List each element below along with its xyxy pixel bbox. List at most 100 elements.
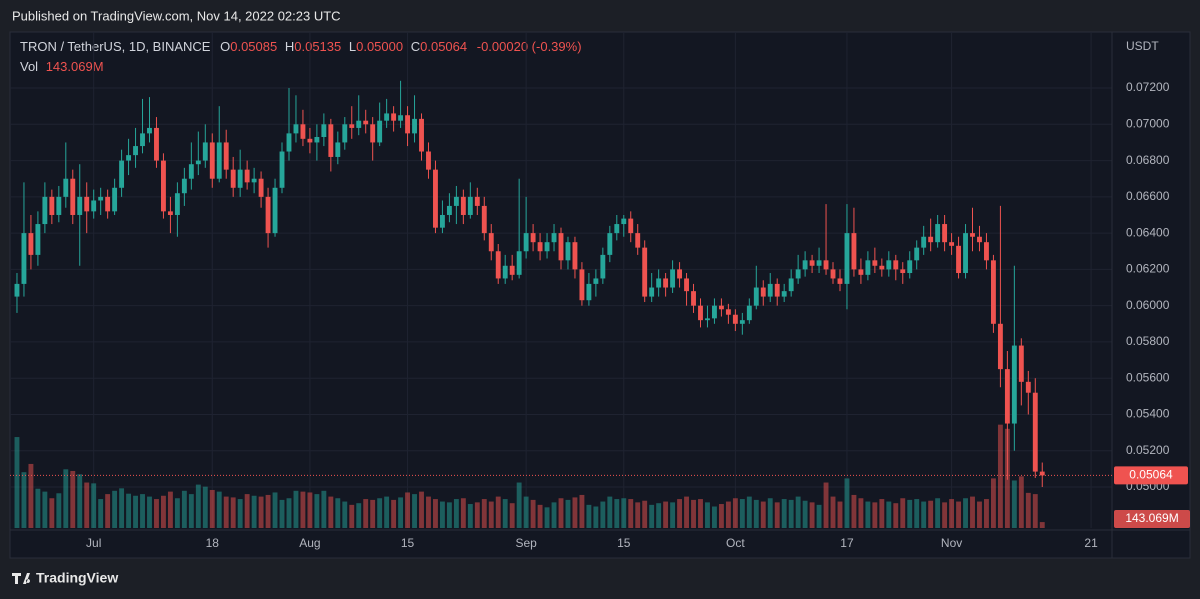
volume-bar: [1032, 494, 1038, 528]
volume-bar: [21, 472, 27, 528]
candle-body: [154, 127, 159, 161]
candle-body: [133, 146, 138, 156]
volume-bar: [377, 498, 383, 528]
candle-body: [363, 120, 369, 125]
y-tick-label: 0.05200: [1126, 443, 1170, 457]
candle-body: [530, 233, 536, 243]
volume-legend: Vol 143.069M: [20, 59, 104, 74]
candle-body: [984, 242, 989, 261]
candle-body: [161, 160, 166, 212]
volume-bar: [893, 503, 899, 528]
candle-body: [649, 287, 655, 297]
candle-body: [433, 169, 438, 228]
candle-body: [851, 233, 857, 270]
candle-body: [77, 196, 83, 215]
volume-bar: [907, 499, 913, 528]
candle-body: [970, 233, 975, 237]
volume-bar: [195, 484, 201, 528]
volume-bar: [300, 491, 306, 528]
volume-bar: [963, 498, 968, 528]
volume-bar: [774, 502, 780, 528]
legend-key: O: [220, 39, 230, 54]
candle-body: [167, 211, 173, 215]
candle-body: [439, 214, 445, 228]
volume-bar: [1018, 476, 1024, 528]
volume-bar: [928, 500, 934, 528]
candle-body: [579, 269, 585, 301]
volume-bar: [509, 503, 515, 528]
candle-body: [356, 120, 362, 128]
volume-bar: [84, 482, 90, 528]
candle-body: [558, 233, 564, 261]
volume-bar: [600, 501, 606, 528]
x-tick-label: 15: [617, 536, 631, 550]
volume-bar: [412, 494, 417, 528]
candle-body: [14, 283, 20, 297]
candle-body: [760, 287, 766, 297]
volume-bar: [990, 478, 996, 528]
volume-bar: [237, 499, 243, 528]
volume-bar: [753, 499, 759, 528]
candle-body: [795, 269, 801, 279]
candle-body: [265, 196, 271, 234]
volume-bar: [502, 499, 508, 528]
volume-bar: [342, 501, 348, 528]
candle-body: [858, 269, 864, 275]
candle-body: [391, 113, 397, 121]
y-tick-label: 0.05800: [1126, 334, 1170, 348]
candle-body: [377, 120, 383, 143]
x-tick-label: Sep: [515, 536, 537, 550]
volume-bar: [656, 503, 662, 528]
legend-key: H: [285, 39, 294, 54]
candle-body: [202, 142, 208, 161]
volume-bar: [230, 497, 236, 528]
y-tick-label: 0.06000: [1126, 298, 1170, 312]
volume-bar: [154, 499, 159, 528]
candle-body: [823, 260, 829, 270]
volume-bar: [481, 499, 487, 528]
candle-body: [49, 196, 55, 215]
candle-body: [481, 205, 487, 234]
volume-bar: [265, 494, 271, 528]
y-tick-label: 0.06600: [1126, 189, 1170, 203]
volume-bar: [181, 490, 187, 528]
candle-body: [670, 269, 676, 288]
volume-value: 143.069M: [46, 59, 104, 74]
volume-bar: [70, 470, 76, 528]
volume-bar: [35, 488, 41, 528]
candle-body: [607, 233, 613, 255]
volume-bar: [335, 498, 341, 528]
volume-bar: [467, 504, 473, 528]
volume-bar: [63, 469, 69, 528]
volume-bar: [788, 499, 794, 528]
volume-bar: [984, 499, 989, 528]
volume-bar: [572, 497, 578, 528]
candle-body: [907, 260, 913, 274]
published-note: Published on TradingView.com, Nov 14, 20…: [12, 8, 341, 23]
candle-body: [712, 305, 717, 319]
volume-bar: [495, 496, 501, 528]
candle-body: [1039, 471, 1045, 476]
candle-body: [691, 291, 696, 306]
volume-bar: [42, 491, 48, 528]
candle-body: [537, 242, 543, 252]
y-tick-label: 0.06200: [1126, 262, 1170, 276]
volume-bar: [307, 492, 313, 528]
candle-body: [732, 314, 738, 324]
volume-bar: [1011, 480, 1017, 528]
volume-bar: [537, 504, 543, 528]
volume-bar: [670, 502, 676, 528]
volume-bar: [823, 482, 829, 528]
candle-body: [565, 242, 571, 261]
candle-body: [84, 196, 90, 212]
candle-body: [886, 260, 892, 270]
candle-body: [460, 196, 466, 215]
candle-body: [453, 196, 459, 206]
x-tick-label: 17: [840, 536, 854, 550]
volume-bar: [635, 502, 641, 528]
candle-body: [684, 278, 689, 292]
candle-body: [593, 278, 599, 284]
candle-body: [753, 287, 759, 306]
x-tick-label: Oct: [726, 536, 745, 550]
legend-value: 0.05085: [230, 39, 277, 54]
